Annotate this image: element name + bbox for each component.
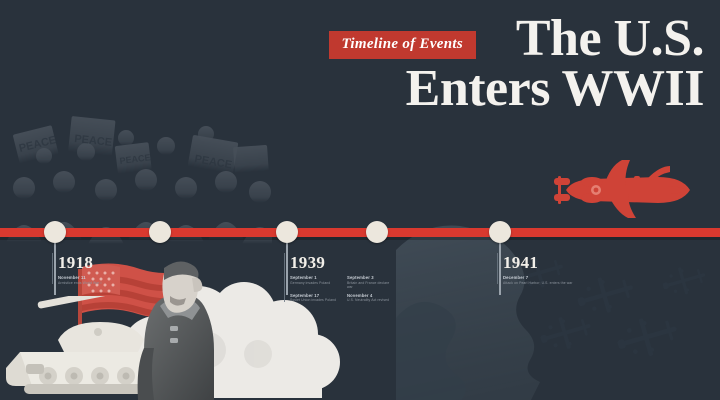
tank-illustration — [6, 296, 208, 394]
timeline-label-1939[interactable]: 1939 September 1 Germany invades Poland Sep… — [284, 253, 408, 303]
event-date: September 1 — [290, 275, 317, 280]
timeline-event: November 4 U.S. Neutrality Act revised — [347, 293, 395, 303]
label-rule — [52, 253, 53, 285]
event-text: Britain and France declare war — [347, 280, 390, 290]
label-rule — [497, 253, 498, 285]
timeline-bar — [0, 228, 720, 240]
timeline-stem — [286, 243, 288, 295]
event-text: U.S. Neutrality Act revised — [347, 298, 390, 303]
event-date: September 3 — [347, 275, 374, 280]
timeline-year: 1941 — [503, 253, 539, 272]
event-date: November 4 — [347, 292, 373, 298]
timeline-event: September 3 Britain and France declare wa… — [347, 275, 395, 290]
event-date: December 7 — [503, 275, 529, 280]
timeline-dot-1940[interactable] — [366, 221, 388, 243]
event-date: November 11 — [58, 275, 86, 280]
timeline-events: September 1 Germany invades Poland Septemb… — [290, 275, 408, 303]
timeline-dot-1933[interactable] — [149, 221, 171, 243]
event-text: Armistice ends World War I — [58, 280, 102, 285]
timeline-label-1941[interactable]: 1941 December 7 Attack on Pearl Harbor; U.… — [497, 253, 621, 285]
page-title-line2: Enters WWII — [405, 59, 705, 117]
timeline-event: December 7 Attack on Pearl Harbor; U.S. e… — [503, 275, 573, 285]
timeline-stem — [499, 243, 501, 295]
event-text: Germany invades Poland — [290, 280, 331, 285]
timeline-events: November 11 Armistice ends World War I — [58, 275, 176, 285]
red-bomber-aircraft-icon — [554, 160, 690, 218]
svg-text:PEACE: PEACE — [193, 153, 232, 171]
timeline-year: 1918 — [58, 253, 94, 272]
svg-text:PEACE: PEACE — [119, 152, 151, 166]
timeline-badge: Timeline of Events — [328, 31, 476, 59]
event-text: Attack on Pearl Harbor; U.S. enters the … — [503, 280, 573, 285]
timeline-dot-1918[interactable] — [44, 221, 66, 243]
event-text: Soviet Union invades Poland — [290, 298, 337, 303]
timeline-dot-1941[interactable] — [489, 221, 511, 243]
label-rule — [284, 253, 285, 302]
event-date: September 17 — [290, 292, 320, 298]
timeline-events: December 7 Attack on Pearl Harbor; U.S. e… — [503, 275, 621, 285]
timeline-stem — [54, 243, 56, 295]
timeline-year: 1939 — [290, 253, 326, 272]
timeline-event: September 17 Soviet Union invades Poland — [290, 293, 338, 303]
timeline-event: September 1 Germany invades Poland — [290, 275, 338, 290]
timeline-dot-1939[interactable] — [276, 221, 298, 243]
page-title-line1: The U.S. — [515, 10, 705, 67]
page-title: The U.S. Enters WWII — [224, 13, 705, 117]
poster-header: Timeline of Events The U.S. Enters WWII — [0, 0, 720, 150]
cloud-sky-mass-image — [396, 225, 540, 400]
timeline-label-1918[interactable]: 1918 November 11 Armistice ends World War … — [52, 253, 176, 285]
timeline-event: November 11 Armistice ends World War I — [58, 275, 101, 285]
